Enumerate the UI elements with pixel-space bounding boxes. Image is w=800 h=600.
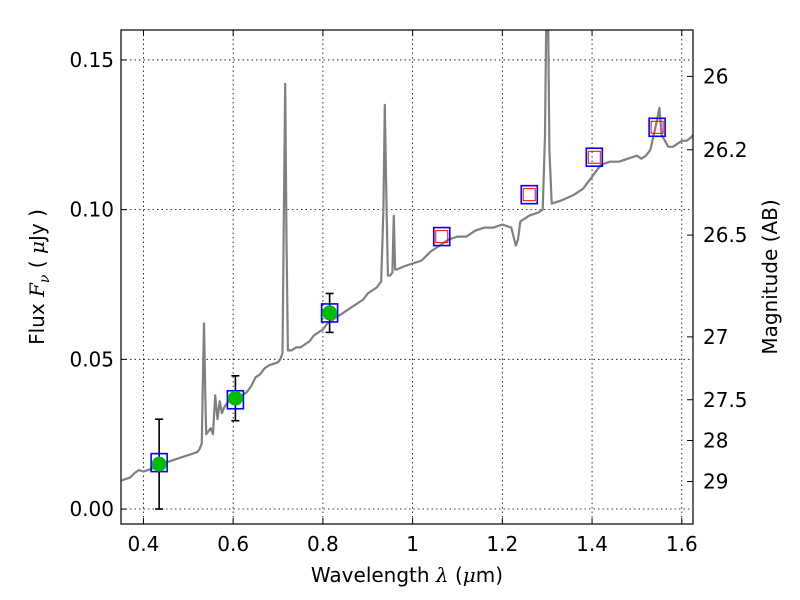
y2-tick-label: 28 xyxy=(703,428,728,452)
x-tick-label: 0.8 xyxy=(307,532,339,556)
x-tick-label: 1.6 xyxy=(666,532,698,556)
x-tick-label: 0.6 xyxy=(217,532,249,556)
axis-ticks: 0.4 0.6 0.8 1 1.2 1.4 1.6 0.00 0.05 0.10 0.15 26 26.… xyxy=(69,30,748,556)
y2-tick-label: 27.5 xyxy=(703,388,748,412)
y2-tick-label: 27 xyxy=(703,325,728,349)
upper-limit-marker xyxy=(650,120,664,134)
y-tick-label: 0.00 xyxy=(69,497,114,521)
x-tick-label: 1 xyxy=(406,532,419,556)
model-photometry-marker xyxy=(585,147,604,168)
model-photometry-marker xyxy=(648,117,666,138)
y-axis-title: Flux Fν ( μJy ) xyxy=(25,209,53,345)
plot-frame xyxy=(120,29,694,525)
upper-limit-marker xyxy=(587,150,601,164)
model-photometry-marker xyxy=(520,184,539,205)
y2-tick-label: 26.5 xyxy=(703,223,748,247)
upper-limit-marker xyxy=(435,230,449,244)
y2-axis-title: Magnitude (AB) xyxy=(758,199,782,354)
plot-area xyxy=(121,30,693,510)
y-tick-label: 0.10 xyxy=(69,198,114,222)
model-photometry-marker xyxy=(150,452,168,473)
y-tick-label: 0.05 xyxy=(69,347,114,371)
y2-tick-label: 29 xyxy=(703,469,728,493)
detection-marker xyxy=(151,456,167,472)
y2-tick-label: 26.2 xyxy=(703,138,748,162)
upper-limit-marker xyxy=(522,188,536,202)
x-axis-title: Wavelength λ (μm) xyxy=(311,563,503,587)
model-photometry-marker xyxy=(320,303,339,323)
y2-tick-label: 26 xyxy=(703,64,728,88)
x-tick-label: 1.4 xyxy=(576,532,608,556)
x-tick-label: 0.4 xyxy=(128,532,160,556)
model-photometry-marker xyxy=(432,226,451,247)
x-tick-label: 1.2 xyxy=(486,532,518,556)
y-tick-label: 0.15 xyxy=(69,48,114,72)
spectrum-line xyxy=(121,30,693,482)
grid xyxy=(121,30,693,524)
model-photometry-marker xyxy=(226,389,245,410)
detection-marker xyxy=(227,390,243,406)
detection-marker xyxy=(322,305,338,321)
